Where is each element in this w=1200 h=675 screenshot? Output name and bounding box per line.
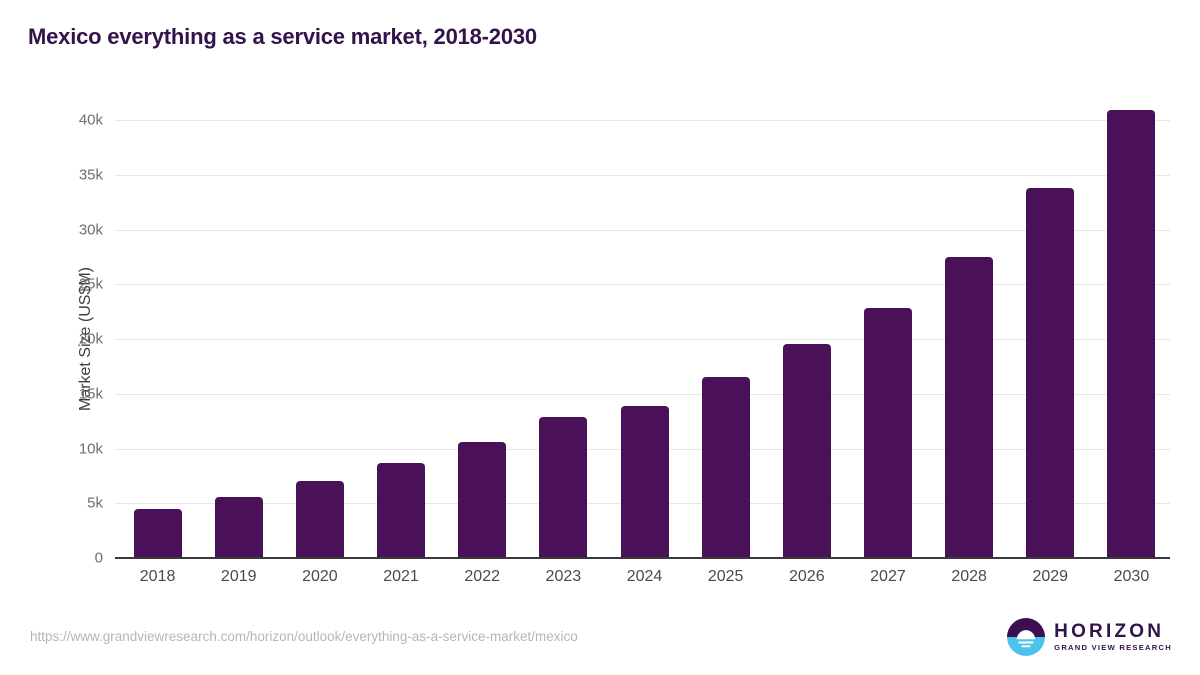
- bar-2022[interactable]: [458, 441, 507, 558]
- x-axis-line: [115, 557, 1170, 559]
- horizon-sunrise-circle-icon: [1007, 618, 1046, 656]
- bar-2030[interactable]: [1107, 110, 1156, 558]
- gridline: [115, 120, 1170, 121]
- y-axis-ticks: 0 5k 10k 15k 20k 25k 30k 35k 40k: [0, 0, 103, 675]
- x-axis-tick-label: 2024: [626, 568, 663, 585]
- y-axis-tick-label: 10k: [78, 440, 103, 457]
- bar-2019[interactable]: [214, 496, 263, 558]
- gridline: [115, 174, 1170, 176]
- x-axis-tick-label: 2019: [220, 568, 257, 585]
- source-url[interactable]: https://www.grandviewresearch.com/horizo…: [30, 629, 578, 644]
- bar-2027[interactable]: [863, 308, 912, 558]
- x-axis-tick-label: 2020: [302, 568, 338, 585]
- x-axis-tick-label: 2018: [139, 568, 176, 585]
- bar-2025[interactable]: [701, 377, 750, 558]
- bar-2026[interactable]: [782, 344, 831, 558]
- x-axis-tick-label: 2027: [870, 568, 906, 585]
- y-axis-tick-label: 35k: [78, 166, 103, 184]
- bar-2024[interactable]: [620, 405, 669, 558]
- page-title: Mexico everything as a service market, 2…: [28, 24, 537, 49]
- y-axis-tick-label: 20k: [78, 330, 103, 348]
- x-axis-tick-label: 2029: [1032, 568, 1069, 585]
- y-axis-tick-label: 25k: [78, 275, 103, 293]
- x-axis-tick-label: 2023: [545, 568, 582, 585]
- gridline: [115, 393, 1170, 395]
- plot-area: [115, 110, 1170, 558]
- x-axis-tick-label: 2030: [1113, 568, 1150, 585]
- logo-tagline: GRAND VIEW RESEARCH: [1054, 643, 1172, 653]
- gridline: [115, 229, 1170, 231]
- horizon-logo[interactable]: HORIZON GRAND VIEW RESEARCH: [1007, 618, 1172, 656]
- bar-2028[interactable]: [945, 256, 994, 558]
- y-axis-tick-label: 40k: [78, 111, 103, 129]
- bar-2020[interactable]: [295, 481, 344, 558]
- bar-2029[interactable]: [1026, 187, 1075, 558]
- y-axis-tick-label: 30k: [78, 221, 103, 238]
- x-axis-tick-label: 2022: [464, 568, 500, 585]
- x-axis-tick-label: 2025: [707, 568, 744, 585]
- bar-2018[interactable]: [133, 508, 182, 558]
- x-axis-tick-label: 2021: [383, 568, 419, 585]
- x-axis-tick-label: 2026: [789, 568, 825, 585]
- gridline: [115, 284, 1170, 286]
- gridline: [115, 339, 1170, 340]
- y-axis-tick-label: 5k: [87, 494, 103, 512]
- bar-2021[interactable]: [377, 462, 426, 558]
- x-axis-ticks: 2018 2019 2020 2021 2022 2023 2024 2025 2026 2027…: [115, 568, 1170, 598]
- logo-text-block: HORIZON GRAND VIEW RESEARCH: [1054, 622, 1172, 652]
- y-axis-tick-label: 15k: [78, 385, 103, 403]
- logo-name: HORIZON: [1054, 621, 1165, 643]
- bar-2023[interactable]: [539, 416, 588, 558]
- x-axis-tick-label: 2028: [951, 568, 987, 585]
- y-axis-tick-label: 0: [94, 549, 103, 567]
